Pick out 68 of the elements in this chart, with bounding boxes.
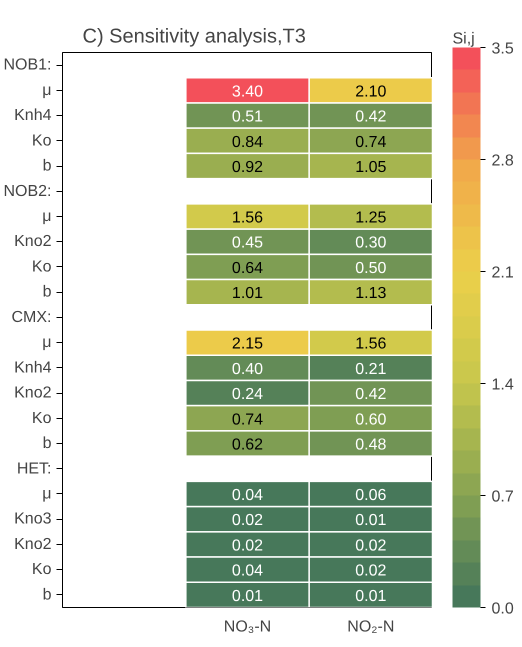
data-label: 0.42 — [355, 108, 387, 126]
data-label: 0.01 — [355, 512, 387, 530]
y-tick-label: Ko — [32, 410, 52, 427]
data-label: 0.45 — [232, 234, 264, 252]
y-tick-label: Ko — [32, 258, 52, 276]
data-label: 0.06 — [355, 486, 387, 504]
data-label: 1.13 — [355, 285, 387, 302]
y-tick-label: b — [42, 586, 52, 604]
color-bar-label: 2.1 — [492, 264, 514, 282]
y-tick-label: Knh4 — [14, 359, 52, 376]
color-bar-label: 2.8 — [492, 152, 514, 170]
y-tick-label: NOB1: — [3, 56, 52, 74]
data-label: 0.02 — [355, 562, 387, 580]
data-label: 0.84 — [232, 134, 264, 151]
y-tick-label: b — [42, 435, 52, 452]
y-tick-label: μ — [42, 485, 52, 502]
data-label: 0.24 — [232, 386, 264, 404]
data-label: 0.01 — [232, 588, 264, 605]
data-label: 0.50 — [355, 260, 387, 277]
data-label: 0.21 — [355, 360, 387, 378]
y-tick-label: μ — [42, 82, 52, 99]
data-label: 0.02 — [232, 512, 264, 530]
color-bar-title: Si,j — [452, 30, 475, 48]
data-label: 0.60 — [355, 411, 387, 428]
data-label: 0.04 — [232, 562, 264, 580]
color-bar-label: 1.4 — [492, 376, 514, 394]
y-tick-label: Ko — [32, 132, 52, 150]
y-tick-label: Kno3 — [14, 510, 52, 528]
data-label: 0.42 — [355, 386, 387, 404]
color-bar-label: 0.7 — [492, 488, 514, 506]
x-tick-label: NO₂-N — [347, 618, 394, 636]
chart-title: C) Sensitivity analysis,T3 — [82, 26, 306, 48]
data-label: 0.62 — [232, 436, 264, 454]
data-label: 0.74 — [355, 134, 387, 151]
data-label: 2.10 — [355, 83, 387, 100]
y-tick-label: NOB2: — [3, 182, 52, 200]
y-tick-label: b — [42, 158, 52, 175]
data-label: 2.15 — [232, 336, 264, 353]
data-label: 0.40 — [232, 360, 264, 378]
data-label: 0.02 — [232, 537, 264, 554]
data-label: 1.56 — [232, 209, 264, 226]
color-bar-label: 3.5 — [492, 40, 514, 58]
y-tick-label: Ko — [32, 561, 52, 578]
data-label: 0.74 — [232, 411, 264, 428]
y-tick-label: Kno2 — [14, 384, 52, 402]
color-bar-label: 0.0 — [492, 600, 514, 618]
x-tick-label: NO₃-N — [224, 618, 272, 636]
y-tick-label: Kno2 — [14, 536, 52, 553]
data-label: 1.56 — [355, 336, 387, 353]
data-label: 0.30 — [355, 234, 387, 252]
y-tick-label: Kno2 — [14, 233, 52, 250]
data-label: 0.04 — [232, 486, 264, 504]
y-tick-label: μ — [42, 334, 52, 352]
data-label: 1.01 — [232, 285, 264, 302]
data-label: 1.05 — [355, 159, 387, 176]
data-label: 0.51 — [232, 108, 264, 126]
y-tick-label: HET: — [16, 460, 52, 478]
data-label: 0.48 — [355, 436, 387, 454]
data-label: 0.02 — [355, 537, 387, 554]
data-label: 1.25 — [355, 209, 387, 226]
y-tick-label: CMX: — [12, 308, 52, 326]
data-label: 0.64 — [232, 260, 264, 277]
y-tick-label: b — [42, 284, 52, 301]
y-tick-label: μ — [42, 208, 52, 225]
data-label: 0.01 — [355, 588, 387, 605]
data-label: 0.92 — [232, 159, 264, 176]
y-tick-label: Knh4 — [14, 107, 52, 124]
data-label: 3.40 — [232, 83, 264, 100]
